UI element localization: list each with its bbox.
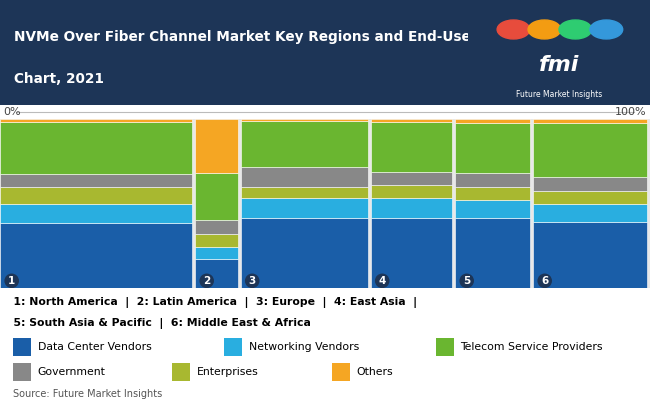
Text: 5: South Asia & Pacific  |  6: Middle East & Africa: 5: South Asia & Pacific | 6: Middle East… (6, 318, 311, 329)
Text: NVMe Over Fiber Channel Market Key Regions and End-User Mekko: NVMe Over Fiber Channel Market Key Regio… (14, 30, 532, 44)
Bar (0, 204, 192, 223)
Text: 4: 4 (378, 276, 386, 286)
Text: Chart, 2021: Chart, 2021 (14, 72, 104, 86)
Circle shape (559, 20, 592, 39)
Text: Source: Future Market Insights: Source: Future Market Insights (13, 389, 162, 399)
Text: fmi: fmi (539, 55, 579, 75)
Bar (0, 223, 192, 288)
Bar (13, 338, 31, 356)
Bar (533, 177, 647, 191)
Text: Future Market Insights: Future Market Insights (516, 90, 602, 99)
Text: 2: 2 (203, 276, 211, 286)
Bar (240, 121, 368, 166)
Bar (455, 218, 530, 288)
Bar (13, 363, 31, 381)
Bar (533, 222, 647, 288)
Text: Networking Vendors: Networking Vendors (249, 342, 359, 352)
Circle shape (497, 20, 530, 39)
Bar (195, 259, 238, 288)
Bar (195, 173, 238, 220)
Bar (370, 198, 452, 218)
Bar (370, 119, 452, 122)
Bar (370, 173, 452, 185)
Circle shape (528, 20, 561, 39)
Bar (533, 119, 647, 123)
Bar (195, 234, 238, 247)
Bar (370, 122, 452, 173)
Text: 100%: 100% (615, 107, 647, 117)
Bar (195, 220, 238, 234)
Text: 1: 1 (8, 276, 16, 286)
Bar (240, 218, 368, 288)
Bar (370, 185, 452, 198)
Bar (240, 198, 368, 218)
Text: 1: North America  |  2: Latin America  |  3: Europe  |  4: East Asia  |: 1: North America | 2: Latin America | 3:… (6, 297, 417, 308)
Text: 6: 6 (541, 276, 549, 286)
Bar (0, 122, 192, 174)
Bar (370, 218, 452, 288)
Text: Telecom Service Providers: Telecom Service Providers (460, 342, 603, 352)
Bar (455, 187, 530, 200)
Bar (0, 174, 192, 187)
Text: Enterprises: Enterprises (197, 367, 259, 377)
Bar (240, 187, 368, 198)
Bar (455, 173, 530, 187)
Bar (240, 119, 368, 121)
Bar (224, 338, 242, 356)
Text: Data Center Vendors: Data Center Vendors (38, 342, 151, 352)
Bar (436, 338, 454, 356)
Bar (195, 247, 238, 259)
Text: 3: 3 (248, 276, 256, 286)
Bar (455, 123, 530, 173)
Bar (195, 119, 238, 173)
Bar (172, 363, 190, 381)
Bar (533, 205, 647, 222)
Circle shape (590, 20, 623, 39)
Bar (0, 187, 192, 204)
Text: 0%: 0% (3, 107, 21, 117)
Bar (533, 123, 647, 177)
Bar (332, 363, 350, 381)
Text: 5: 5 (463, 276, 471, 286)
Text: Others: Others (356, 367, 393, 377)
Bar (240, 166, 368, 187)
Text: Government: Government (38, 367, 105, 377)
Bar (0, 119, 192, 122)
Bar (455, 200, 530, 218)
Bar (455, 119, 530, 123)
Bar (533, 191, 647, 205)
